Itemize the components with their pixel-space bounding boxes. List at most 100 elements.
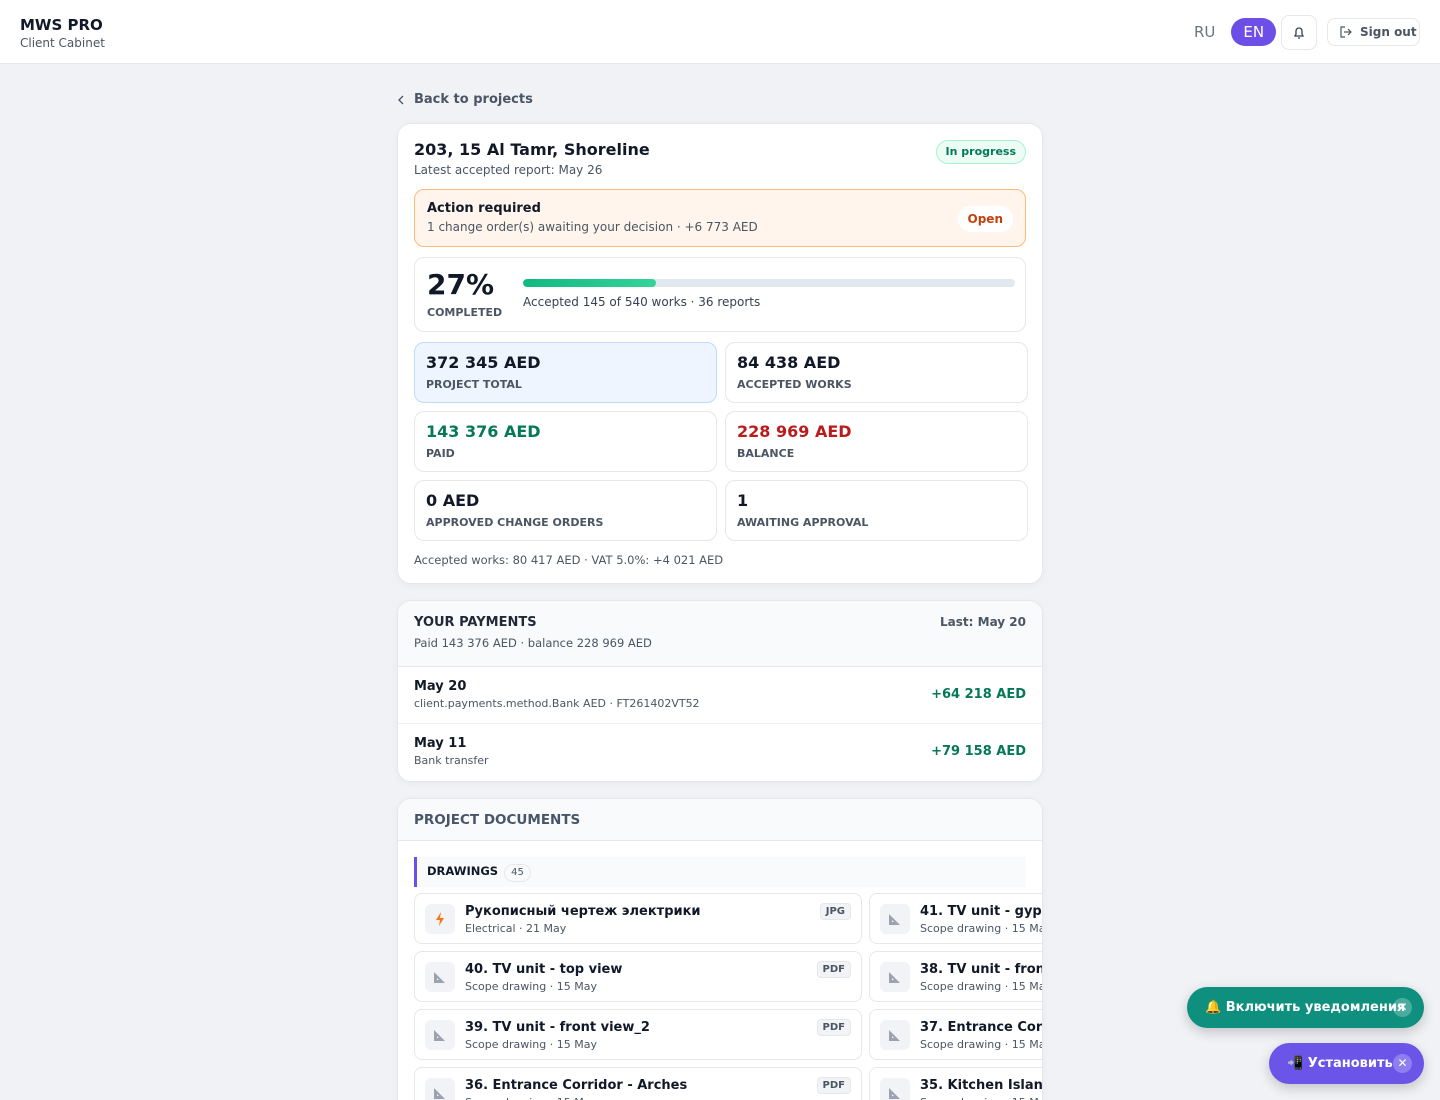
document-icon <box>880 904 910 934</box>
payment-date: May 11 <box>414 736 467 751</box>
icon-shape <box>889 972 900 983</box>
payments-last: Last: May 20 <box>940 615 1026 629</box>
payments-list: May 20 client.payments.method.Bank AED · … <box>398 667 1042 781</box>
payments-title: YOUR PAYMENTS <box>414 615 537 630</box>
icon-glyph <box>889 1030 900 1041</box>
progress-panel: 27% COMPLETED Accepted 145 of 540 works … <box>414 257 1026 332</box>
document-item[interactable]: 36. Entrance Corridor - Arches Scope draw… <box>414 1067 862 1100</box>
language-option[interactable]: EN <box>1231 18 1277 46</box>
icon-glyph <box>889 914 900 925</box>
stat-card: 84 438 AED ACCEPTED WORKS <box>725 342 1028 403</box>
document-item[interactable]: Рукописный чертеж электрики Electrical · … <box>414 893 862 944</box>
payments-header: YOUR PAYMENTS Paid 143 376 AED · balance… <box>398 601 1042 667</box>
progress-track <box>523 279 1015 287</box>
top-bar: MWS PRO Client Cabinet RU EN Sign out <box>0 0 1440 64</box>
document-meta: Electrical · 21 May <box>465 922 567 935</box>
icon-shape <box>434 972 445 983</box>
document-meta: Scope drawing · 15 May <box>920 922 1043 935</box>
stat-label: APPROVED CHANGE ORDERS <box>426 516 604 529</box>
action-banner: Action required 1 change order(s) awaiti… <box>414 189 1026 247</box>
documents-title: PROJECT DOCUMENTS <box>398 799 1042 841</box>
payment-amount: +79 158 AED <box>931 744 1026 759</box>
sign-out-label: Sign out <box>1360 25 1417 39</box>
icon-shape <box>889 1088 900 1099</box>
document-icon <box>425 1020 455 1050</box>
close-button[interactable]: ✕ <box>1393 1054 1412 1073</box>
stat-label: PAID <box>426 447 455 460</box>
stat-card: 143 376 AED PAID <box>414 411 717 472</box>
document-item[interactable]: 38. TV unit - front view Scope drawing · … <box>869 951 1043 1002</box>
toast-label: 🔔 Включить уведомления <box>1205 1000 1406 1015</box>
document-name: 41. TV unit - gypsum <box>920 904 1042 919</box>
document-type: PDF <box>816 961 851 978</box>
icon-shape <box>434 1088 445 1099</box>
action-text: 1 change order(s) awaiting your decision… <box>427 220 758 234</box>
document-icon <box>425 962 455 992</box>
document-meta: Scope drawing · 15 May <box>920 980 1043 993</box>
payments-card: YOUR PAYMENTS Paid 143 376 AED · balance… <box>397 600 1043 782</box>
document-meta: Scope drawing · 15 May <box>465 1038 597 1051</box>
stat-value: 84 438 AED <box>737 353 841 372</box>
sign-out-button[interactable]: Sign out <box>1327 18 1420 46</box>
stat-value: 0 AED <box>426 491 480 510</box>
document-name: Рукописный чертеж электрики <box>465 904 701 919</box>
section-header: DRAWINGS 45 <box>414 857 1026 887</box>
status-badge: In progress <box>935 140 1026 164</box>
language-option[interactable]: RU <box>1194 23 1216 41</box>
bell-icon <box>1293 27 1305 39</box>
stat-card: 228 969 AED BALANCE <box>725 411 1028 472</box>
action-title: Action required <box>427 201 541 216</box>
stat-card: 0 AED APPROVED CHANGE ORDERS <box>414 480 717 541</box>
close-button[interactable]: ✕ <box>1393 998 1412 1017</box>
section-title: DRAWINGS <box>427 864 499 878</box>
document-meta: Scope drawing · 15 May <box>920 1038 1043 1051</box>
vat-note: Accepted works: 80 417 AED · VAT 5.0%: +… <box>414 553 724 567</box>
stat-card: 372 345 AED PROJECT TOTAL <box>414 342 717 403</box>
documents-grid: Рукописный чертеж электрики Electrical · … <box>414 893 1043 1100</box>
document-name: 36. Entrance Corridor - Arches <box>465 1078 688 1093</box>
sign-out-icon <box>1340 26 1352 38</box>
stats-grid: 372 345 AED PROJECT TOTAL 84 438 AED ACCEPT… <box>414 342 1028 541</box>
payment-row: May 20 client.payments.method.Bank AED · … <box>398 667 1042 724</box>
stat-label: AWAITING APPROVAL <box>737 516 869 529</box>
progress-text: Accepted 145 of 540 works · 36 reports <box>523 295 761 309</box>
payment-row: May 11 Bank transfer +79 158 AED <box>398 724 1042 781</box>
document-name: 37. Entrance Corridor <box>920 1020 1043 1035</box>
document-name: 39. TV unit - front view_2 <box>465 1020 650 1035</box>
document-item[interactable]: 35. Kitchen Island W Scope drawing · 15 M… <box>869 1067 1042 1100</box>
notifications-button[interactable] <box>1281 15 1317 50</box>
stat-value: 1 <box>737 491 749 510</box>
icon-shape <box>436 912 444 926</box>
document-item[interactable]: 39. TV unit - front view_2 Scope drawing … <box>414 1009 862 1060</box>
stat-label: BALANCE <box>737 447 795 460</box>
language-switch: RU EN <box>1186 18 1277 46</box>
document-name: 38. TV unit - front view <box>920 962 1042 977</box>
document-icon <box>880 1020 910 1050</box>
document-item[interactable]: 40. TV unit - top view Scope drawing · 15… <box>414 951 862 1002</box>
brand-subtitle: Client Cabinet <box>20 36 105 50</box>
payment-amount: +64 218 AED <box>931 687 1026 702</box>
back-link[interactable]: Back to projects <box>397 92 1043 110</box>
project-title: 203, 15 Al Tamr, Shoreline <box>414 140 650 159</box>
icon-glyph <box>436 912 444 926</box>
icon-glyph <box>434 972 445 983</box>
open-button[interactable]: Open <box>957 206 1013 232</box>
back-label: Back to projects <box>414 92 533 107</box>
document-item[interactable]: 37. Entrance Corridor Scope drawing · 15 … <box>869 1009 1043 1060</box>
payment-detail: Bank transfer <box>414 754 489 767</box>
document-meta: Scope drawing · 15 May <box>465 1096 597 1100</box>
install-toast[interactable]: 📲 Установить ✕ <box>1269 1043 1424 1084</box>
icon-shape <box>889 914 900 925</box>
progress-percent: 27% <box>427 268 495 301</box>
icon-glyph <box>889 1088 900 1099</box>
icon-glyph <box>434 1088 445 1099</box>
document-icon <box>425 1078 455 1100</box>
content: Back to projects 203, 15 Al Tamr, Shorel… <box>397 64 1043 1100</box>
document-meta: Scope drawing · 15 May <box>465 980 597 993</box>
section-count: 45 <box>504 864 531 882</box>
document-item[interactable]: 41. TV unit - gypsum Scope drawing · 15 M… <box>869 893 1043 944</box>
document-type: PDF <box>816 1019 851 1036</box>
notifications-toast[interactable]: 🔔 Включить уведомления ✕ <box>1187 987 1424 1028</box>
